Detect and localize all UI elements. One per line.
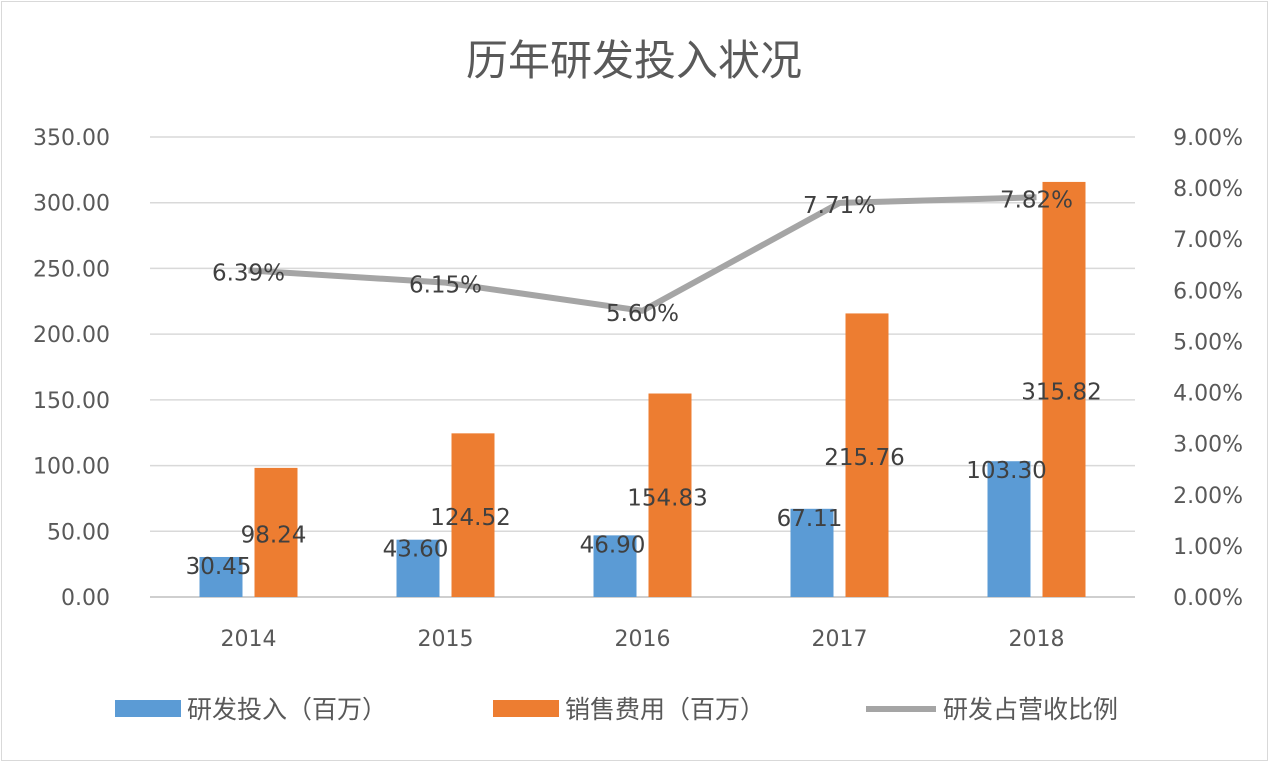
data-label-ratio: 7.71% — [803, 193, 876, 219]
data-label-sales: 98.24 — [241, 522, 307, 548]
bar-rd — [987, 461, 1031, 597]
bar-sales — [648, 393, 692, 597]
legend-label: 研发投入（百万） — [187, 695, 387, 724]
y-tick-label: 50.00 — [47, 520, 110, 545]
chart-title: 历年研发投入状况 — [466, 36, 802, 85]
y-tick-label: 300.00 — [33, 192, 110, 217]
data-label-rd: 43.60 — [383, 537, 449, 563]
bar-rd — [790, 508, 834, 597]
y2-tick-label: 2.00% — [1173, 484, 1243, 509]
data-label-ratio: 6.39% — [212, 260, 285, 286]
legend-label: 研发占营收比例 — [943, 695, 1118, 724]
y-tick-label: 150.00 — [33, 389, 110, 414]
data-label-rd: 46.90 — [580, 532, 646, 558]
y-tick-label: 350.00 — [33, 126, 110, 151]
legend-label: 销售费用（百万） — [565, 695, 765, 724]
data-label-ratio: 6.15% — [409, 273, 482, 299]
bar-sales — [1042, 181, 1086, 597]
y2-tick-label: 8.00% — [1173, 177, 1243, 202]
y2-tick-label: 1.00% — [1173, 535, 1243, 560]
data-label-rd: 30.45 — [186, 554, 252, 580]
legend-swatch — [115, 700, 181, 717]
y-tick-label: 0.00 — [61, 586, 110, 611]
data-label-ratio: 5.60% — [606, 301, 679, 327]
bar-rd — [396, 539, 440, 597]
bar-sales — [254, 467, 298, 597]
legend-swatch — [493, 700, 559, 717]
x-tick-label: 2016 — [615, 627, 671, 652]
y-tick-label: 250.00 — [33, 257, 110, 282]
bar-rd — [199, 556, 243, 597]
bar-sales — [845, 313, 889, 597]
data-label-sales: 124.52 — [430, 505, 510, 531]
y-tick-label: 100.00 — [33, 455, 110, 480]
data-label-ratio: 7.82% — [1000, 187, 1073, 213]
y2-tick-label: 7.00% — [1173, 228, 1243, 253]
data-label-sales: 315.82 — [1021, 379, 1101, 405]
x-tick-label: 2018 — [1009, 627, 1065, 652]
line-rd-ratio — [248, 194, 1037, 314]
x-tick-label: 2014 — [221, 627, 277, 652]
y2-tick-label: 5.00% — [1173, 330, 1243, 355]
data-label-rd: 103.30 — [966, 458, 1046, 484]
data-label-rd: 67.11 — [777, 506, 843, 532]
y2-tick-label: 3.00% — [1173, 433, 1243, 458]
y2-tick-label: 0.00% — [1173, 586, 1243, 611]
y2-tick-label: 9.00% — [1173, 126, 1243, 151]
bar-rd — [593, 535, 637, 597]
data-label-sales: 215.76 — [824, 445, 904, 471]
x-tick-label: 2015 — [418, 627, 474, 652]
y2-tick-label: 4.00% — [1173, 382, 1243, 407]
y2-tick-label: 6.00% — [1173, 279, 1243, 304]
x-tick-label: 2017 — [812, 627, 868, 652]
bar-sales — [451, 433, 495, 597]
y-tick-label: 200.00 — [33, 323, 110, 348]
data-label-sales: 154.83 — [627, 485, 707, 511]
